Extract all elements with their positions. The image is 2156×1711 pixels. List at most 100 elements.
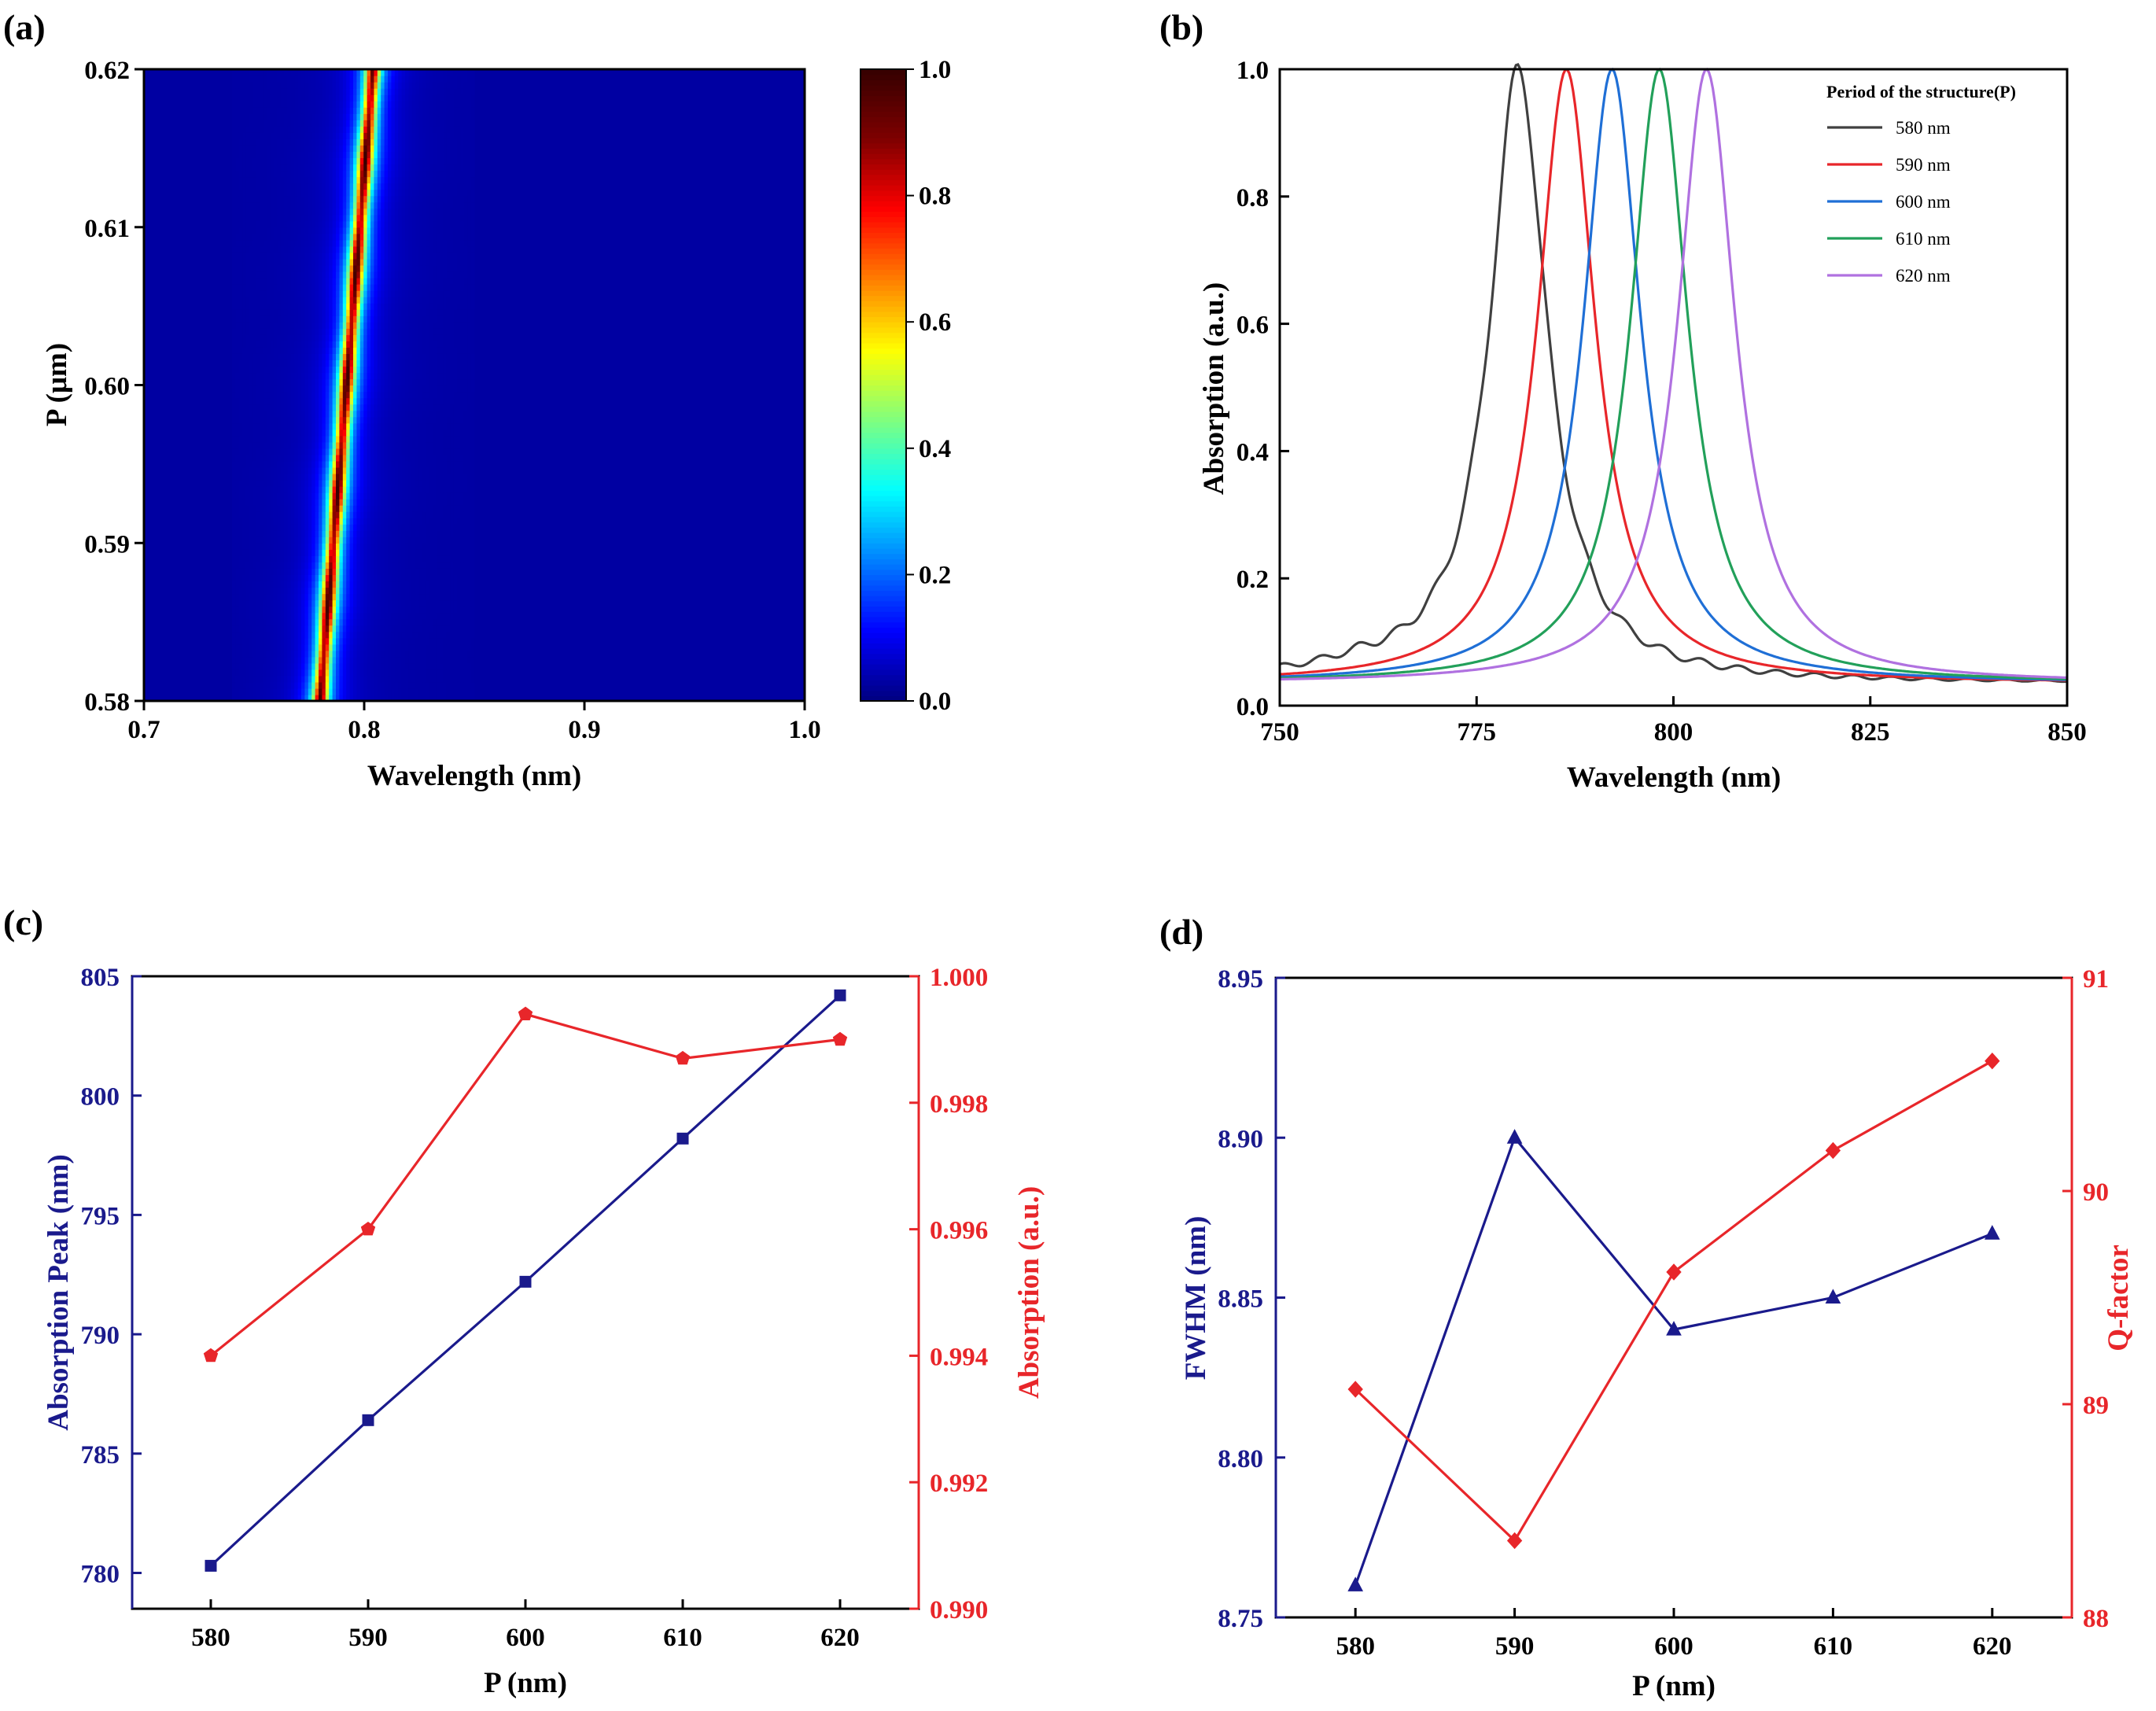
heatmap-cell (418, 574, 423, 582)
heatmap-cell (273, 530, 278, 537)
heatmap-cell (422, 297, 426, 304)
heatmap-cell (304, 637, 309, 645)
heatmap-cell (374, 441, 378, 449)
heatmap-cell (384, 366, 389, 374)
heatmap-cell (245, 568, 250, 575)
heatmap-cell (367, 473, 371, 481)
heatmap-cell (349, 543, 354, 550)
heatmap-cell (408, 466, 413, 474)
heatmap-cell (290, 378, 295, 386)
heatmap-cell (436, 347, 440, 354)
heatmap-cell (245, 277, 250, 285)
heatmap-cell (353, 315, 357, 323)
heatmap-cell (381, 518, 385, 525)
heatmap-cell (426, 511, 430, 518)
heatmap-cell (242, 524, 247, 531)
panel-a-label: (a) (3, 7, 46, 47)
heatmap-cell (273, 631, 278, 639)
heatmap-cell (359, 669, 364, 677)
heatmap-cell (304, 485, 309, 493)
heatmap-cell (349, 252, 354, 260)
heatmap-cell (463, 264, 468, 272)
heatmap-cell (353, 543, 357, 550)
heatmap-cell (388, 492, 392, 500)
heatmap-cell (440, 303, 444, 310)
heatmap-cell (349, 568, 354, 575)
heatmap-cell (249, 353, 253, 360)
heatmap-cell (418, 466, 423, 474)
heatmap-cell (398, 441, 403, 449)
heatmap-cell (329, 656, 334, 664)
heatmap-cell (242, 466, 247, 474)
heatmap-cell (311, 410, 316, 418)
heatmap-cell (290, 593, 295, 601)
heatmap-cell (242, 606, 247, 614)
heatmap-cell (260, 366, 264, 374)
heatmap-cell (311, 303, 316, 310)
heatmap-cell (245, 245, 250, 253)
heatmap-cell (332, 360, 337, 367)
heatmap-cell (436, 581, 440, 588)
heatmap-cell (284, 587, 288, 595)
heatmap-cell (322, 562, 326, 569)
heatmap-cell (322, 460, 326, 468)
heatmap-cell (260, 625, 264, 632)
heatmap-cell (370, 662, 374, 670)
heatmap-cell (315, 245, 319, 253)
heatmap-cell (273, 315, 278, 323)
heatmap-cell (329, 568, 334, 575)
heatmap-cell (377, 391, 381, 399)
heatmap-cell (260, 385, 264, 393)
heatmap-cell (349, 499, 354, 506)
heatmap-cell (304, 391, 309, 399)
heatmap-cell (405, 309, 409, 316)
heatmap-cell (415, 568, 420, 575)
heatmap-cell (287, 322, 292, 329)
heatmap-cell (374, 334, 378, 341)
heatmap-cell (336, 454, 340, 462)
heatmap-cell (332, 309, 337, 316)
heatmap-cell (294, 669, 299, 677)
heatmap-cell (411, 656, 416, 664)
heatmap-cell (384, 441, 389, 449)
heatmap-cell (308, 391, 312, 399)
heatmap-cell (319, 549, 322, 556)
heatmap-cell (443, 385, 448, 393)
heatmap-cell (463, 258, 468, 266)
heatmap-cell (232, 499, 236, 506)
heatmap-cell (401, 258, 406, 266)
heatmap-cell (381, 599, 385, 607)
heatmap-cell (256, 530, 260, 537)
heatmap-cell (401, 537, 406, 544)
heatmap-cell (301, 328, 305, 335)
heatmap-cell (238, 448, 243, 455)
heatmap-cell (398, 650, 403, 658)
heatmap-cell (301, 618, 305, 626)
heatmap-cell (384, 694, 389, 702)
heatmap-cell (325, 581, 330, 588)
heatmap-cell (280, 397, 285, 405)
heatmap-cell (325, 385, 330, 393)
heatmap-cell (301, 485, 305, 493)
heatmap-cell (284, 518, 288, 525)
heatmap-cell (260, 360, 264, 367)
heatmap-cell (294, 264, 299, 272)
heatmap-cell (311, 264, 316, 272)
heatmap-cell (353, 271, 357, 278)
heatmap-cell (359, 555, 364, 562)
heatmap-cell (374, 360, 378, 367)
heatmap-cell (329, 435, 334, 443)
heatmap-cell (336, 264, 340, 272)
heatmap-cell (263, 656, 267, 664)
heatmap-cell (443, 555, 448, 562)
heatmap-cell (388, 612, 392, 620)
heatmap-cell (287, 277, 292, 285)
heatmap-cell (422, 650, 426, 658)
heatmap-cell (440, 662, 444, 670)
heatmap-cell (267, 499, 271, 506)
heatmap-cell (370, 473, 374, 481)
heatmap-cell (287, 637, 292, 645)
heatmap-cell (290, 315, 295, 323)
heatmap-cell (329, 416, 334, 424)
heatmap-cell (467, 360, 472, 367)
